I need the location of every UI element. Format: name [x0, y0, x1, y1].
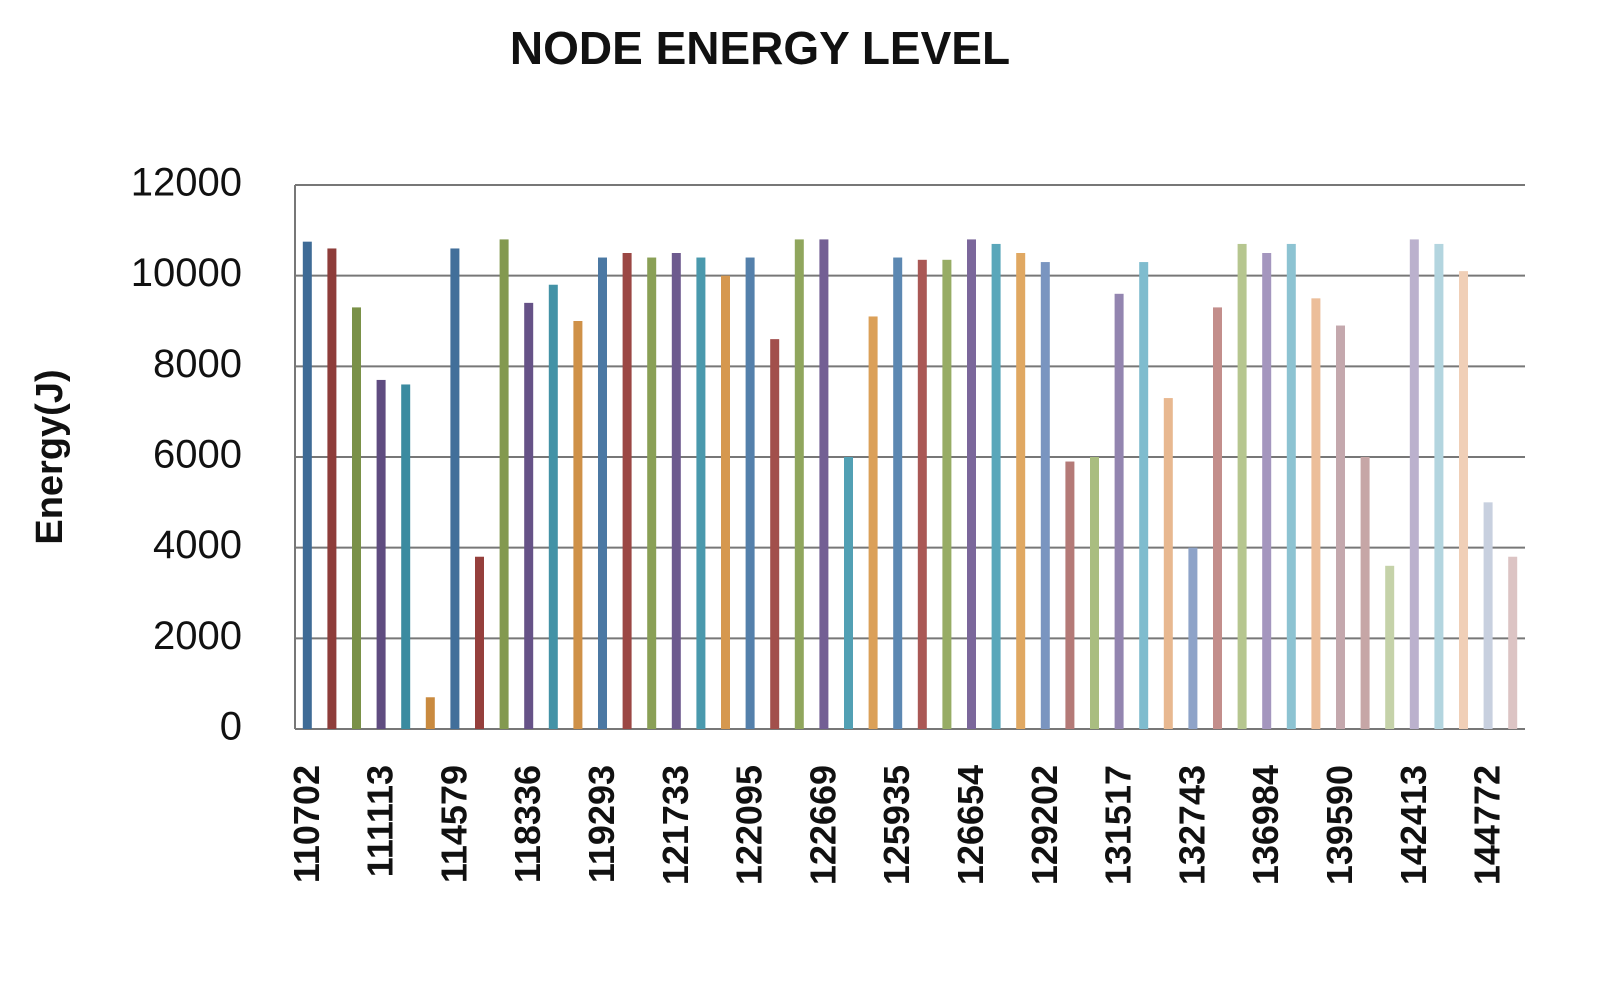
- bar: [401, 384, 411, 729]
- bar: [844, 457, 853, 729]
- bar: [1040, 262, 1050, 729]
- bar: [524, 302, 534, 729]
- y-tick-label: 2000: [153, 614, 242, 658]
- chart-title: NODE ENERGY LEVEL: [510, 22, 1010, 74]
- x-tick-label: 122669: [802, 765, 843, 885]
- bar: [327, 248, 337, 729]
- bar: [1090, 457, 1099, 729]
- bar: [770, 339, 780, 729]
- x-tick-label: 121733: [655, 765, 696, 885]
- bar: [1508, 556, 1518, 729]
- bar: [991, 243, 1001, 729]
- x-tick-label: 136984: [1245, 765, 1286, 885]
- x-tick-label: 110702: [286, 765, 327, 883]
- bar: [917, 259, 927, 729]
- bar: [1016, 253, 1026, 729]
- bar: [942, 259, 952, 729]
- y-tick-label: 8000: [153, 342, 242, 386]
- y-tick-label: 6000: [153, 433, 242, 477]
- x-tick-label: 131517: [1098, 765, 1139, 885]
- bar: [893, 257, 903, 729]
- bar: [573, 321, 583, 729]
- x-tick-label: 144772: [1467, 765, 1508, 885]
- bar: [696, 257, 706, 729]
- x-tick-label: 129202: [1024, 765, 1065, 885]
- bar: [671, 253, 681, 729]
- bar: [1114, 293, 1124, 729]
- x-tick-label: 118336: [507, 765, 548, 883]
- bar: [1237, 243, 1247, 729]
- bar: [499, 239, 509, 729]
- bar: [745, 257, 755, 729]
- bar: [475, 556, 484, 729]
- bar: [1286, 243, 1296, 729]
- bar: [794, 239, 804, 729]
- y-tick-label: 4000: [153, 523, 242, 567]
- bar: [1336, 325, 1345, 729]
- bar: [1065, 461, 1075, 729]
- bar: [376, 379, 386, 729]
- y-tick-label: 10000: [131, 251, 242, 295]
- bar: [598, 257, 607, 729]
- x-tick-label: 132743: [1171, 765, 1212, 885]
- bar: [1459, 271, 1468, 729]
- bar: [1213, 307, 1222, 729]
- bar: [721, 275, 730, 729]
- bar: [1385, 565, 1395, 729]
- bar: [1483, 502, 1493, 729]
- bar: [967, 239, 976, 729]
- bar: [1188, 547, 1198, 729]
- bar: [302, 241, 312, 729]
- bar: [647, 257, 657, 729]
- bar: [868, 316, 878, 729]
- bar: [1311, 298, 1321, 729]
- bar: [1139, 262, 1149, 729]
- x-tick-label: 122095: [729, 765, 770, 885]
- x-tick-label: 114579: [433, 765, 474, 883]
- y-tick-label: 12000: [131, 161, 242, 205]
- x-tick-label: 125935: [876, 765, 917, 885]
- bar: [622, 253, 632, 729]
- bar: [1409, 239, 1419, 729]
- bar: [1360, 457, 1370, 729]
- bar: [352, 307, 361, 729]
- x-tick-label: 139590: [1319, 765, 1360, 885]
- bar: [1163, 398, 1173, 729]
- bar: [450, 248, 460, 729]
- x-tick-label: 111113: [360, 765, 401, 877]
- x-tick-label: 119293: [581, 765, 622, 883]
- bar: [1434, 243, 1444, 729]
- x-tick-label: 142413: [1393, 765, 1434, 885]
- bar: [1262, 253, 1272, 729]
- bar: [819, 239, 829, 729]
- y-tick-label: 0: [220, 705, 242, 749]
- bar: [548, 284, 558, 729]
- bar: [425, 697, 435, 729]
- y-axis-label: Energy(J): [29, 369, 71, 544]
- x-tick-label: 126654: [950, 765, 991, 885]
